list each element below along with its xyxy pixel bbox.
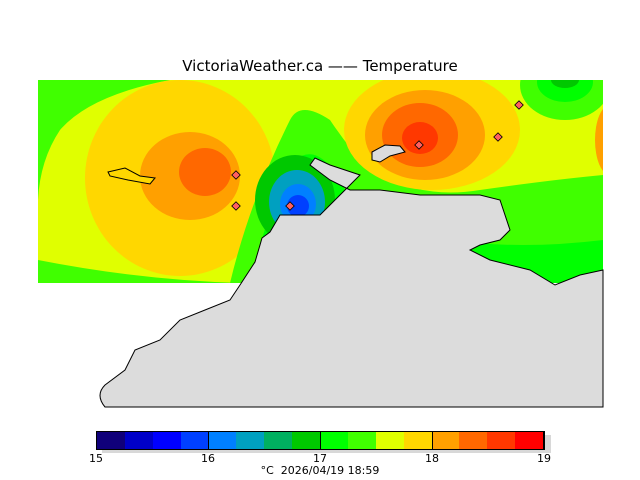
colorbar-segment	[292, 432, 320, 449]
station-marker[interactable]	[493, 132, 503, 142]
colorbar-tick-label: 19	[537, 452, 551, 465]
colorbar-segment	[180, 432, 209, 449]
station-markers	[231, 100, 524, 211]
station-marker[interactable]	[231, 170, 241, 180]
peninsula-island	[107, 167, 156, 185]
timestamp: 2026/04/19 18:59	[280, 464, 380, 477]
colorbar-segment	[97, 432, 125, 449]
colorbar-segment	[208, 432, 237, 449]
colorbar-segment	[264, 432, 293, 449]
colorbar-tick	[320, 431, 321, 450]
footer: °C 2026/04/19 18:59	[0, 464, 640, 477]
colorbar-segment	[487, 432, 516, 449]
colorbar-segment	[403, 432, 432, 449]
colorbar-segment	[124, 432, 153, 449]
station-marker[interactable]	[231, 201, 241, 211]
colorbar-tick	[544, 431, 545, 450]
station-marker[interactable]	[414, 140, 424, 150]
map-title: VictoriaWeather.ca —— Temperature	[182, 57, 458, 75]
colorbar-segment	[236, 432, 265, 449]
colorbar-segment	[459, 432, 488, 449]
colorbar-tick-label: 15	[89, 452, 103, 465]
colorbar-tick-label: 18	[425, 452, 439, 465]
colorbar-segment	[515, 432, 543, 449]
colorbar-tick	[208, 431, 209, 450]
colorbar-tick	[96, 431, 97, 450]
colorbar-segment	[431, 432, 460, 449]
colorbar-tick-label: 16	[201, 452, 215, 465]
colorbar-segment	[347, 432, 376, 449]
harbour-island	[371, 144, 406, 163]
unit-label: °C	[260, 464, 274, 477]
colorbar-segment	[375, 432, 404, 449]
colorbar-tick-label: 17	[313, 452, 327, 465]
colorbar-tick	[432, 431, 433, 450]
land-mass	[99, 157, 604, 408]
colorbar-segment	[152, 432, 181, 449]
colorbar-segment	[320, 432, 348, 449]
station-marker[interactable]	[285, 201, 295, 211]
station-marker[interactable]	[514, 100, 524, 110]
